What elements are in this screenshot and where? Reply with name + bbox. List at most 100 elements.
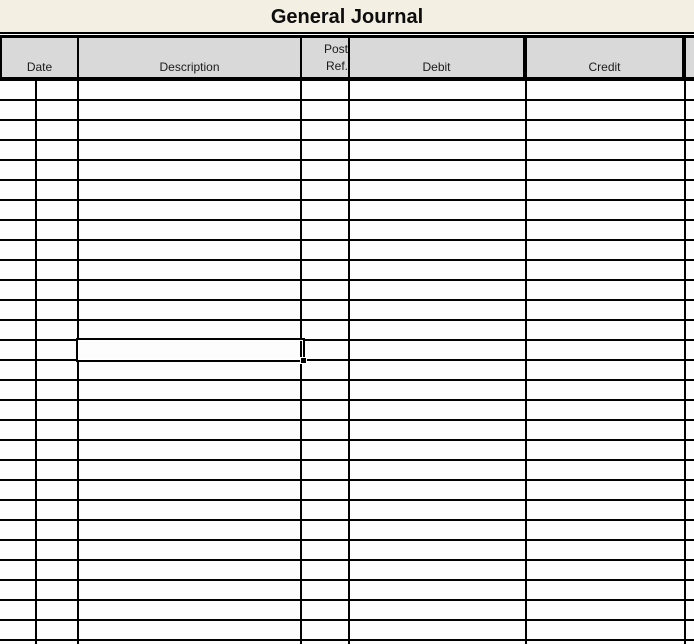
table-cell[interactable] [37,641,79,644]
table-cell[interactable] [527,581,686,599]
table-cell[interactable] [79,281,302,299]
table-cell[interactable] [37,561,79,579]
table-cell[interactable] [0,141,37,159]
table-cell[interactable] [302,361,350,379]
table-cell[interactable] [79,101,302,119]
table-cell[interactable] [350,261,527,279]
table-cell[interactable] [527,101,686,119]
header-cell-debit[interactable]: Debit [350,38,527,77]
table-cell[interactable] [37,481,79,499]
table-cell[interactable] [350,221,527,239]
table-cell[interactable] [686,201,694,219]
table-cell[interactable] [79,221,302,239]
table-cell[interactable] [302,281,350,299]
table-cell[interactable] [79,321,302,339]
table-cell[interactable] [37,341,79,359]
table-cell[interactable] [350,281,527,299]
table-cell[interactable] [686,481,694,499]
table-cell[interactable] [527,641,686,644]
table-cell[interactable] [0,201,37,219]
table-cell[interactable] [350,421,527,439]
table-cell[interactable] [527,481,686,499]
table-cell[interactable] [350,121,527,139]
table-cell[interactable] [79,161,302,179]
table-cell[interactable] [686,361,694,379]
table-cell[interactable] [0,561,37,579]
table-cell[interactable] [527,281,686,299]
table-cell[interactable] [686,221,694,239]
table-cell[interactable] [302,441,350,459]
table-cell[interactable] [302,141,350,159]
table-cell[interactable] [79,541,302,559]
table-cell[interactable] [0,281,37,299]
table-cell[interactable] [527,541,686,559]
table-cell[interactable] [527,561,686,579]
table-cell[interactable] [527,441,686,459]
table-cell[interactable] [686,181,694,199]
table-cell[interactable] [37,601,79,619]
table-cell[interactable] [527,341,686,359]
table-cell[interactable] [0,181,37,199]
table-cell[interactable] [37,441,79,459]
table-cell[interactable] [350,161,527,179]
table-cell[interactable] [527,261,686,279]
table-cell[interactable] [350,521,527,539]
table-cell[interactable] [37,421,79,439]
table-cell[interactable] [37,121,79,139]
table-cell[interactable] [350,601,527,619]
table-cell[interactable] [37,621,79,639]
table-cell[interactable] [686,101,694,119]
table-cell[interactable] [302,641,350,644]
header-cell-description[interactable]: Description [79,38,302,77]
table-cell[interactable] [37,501,79,519]
table-cell[interactable] [350,201,527,219]
table-cell[interactable] [0,461,37,479]
table-cell[interactable] [302,481,350,499]
table-cell[interactable] [302,541,350,559]
table-cell[interactable] [302,621,350,639]
table-cell[interactable] [527,361,686,379]
table-cell[interactable] [350,361,527,379]
table-cell[interactable] [0,481,37,499]
table-cell[interactable] [0,541,37,559]
table-cell[interactable] [686,501,694,519]
table-cell[interactable] [79,621,302,639]
table-cell[interactable] [686,281,694,299]
table-cell[interactable] [302,101,350,119]
table-cell[interactable] [0,361,37,379]
table-cell[interactable] [350,341,527,359]
table-cell[interactable] [527,161,686,179]
table-cell[interactable] [0,341,37,359]
table-cell[interactable] [527,601,686,619]
table-cell[interactable] [37,101,79,119]
table-cell[interactable] [302,501,350,519]
table-cell[interactable] [79,181,302,199]
table-cell[interactable] [79,341,302,359]
table-cell[interactable] [37,201,79,219]
table-cell[interactable] [527,521,686,539]
table-cell[interactable] [0,421,37,439]
table-cell[interactable] [350,561,527,579]
table-cell[interactable] [79,201,302,219]
table-cell[interactable] [302,121,350,139]
table-cell[interactable] [0,501,37,519]
table-cell[interactable] [350,481,527,499]
table-cell[interactable] [302,381,350,399]
table-cell[interactable] [302,421,350,439]
table-cell[interactable] [350,321,527,339]
table-cell[interactable] [527,301,686,319]
table-cell[interactable] [686,581,694,599]
table-cell[interactable] [686,141,694,159]
table-cell[interactable] [0,441,37,459]
table-cell[interactable] [0,581,37,599]
table-cell[interactable] [37,281,79,299]
table-cell[interactable] [302,181,350,199]
table-cell[interactable] [686,301,694,319]
table-cell[interactable] [527,121,686,139]
table-cell[interactable] [527,221,686,239]
table-cell[interactable] [37,181,79,199]
table-cell[interactable] [37,401,79,419]
table-cell[interactable] [686,541,694,559]
table-cell[interactable] [37,161,79,179]
table-cell[interactable] [350,101,527,119]
